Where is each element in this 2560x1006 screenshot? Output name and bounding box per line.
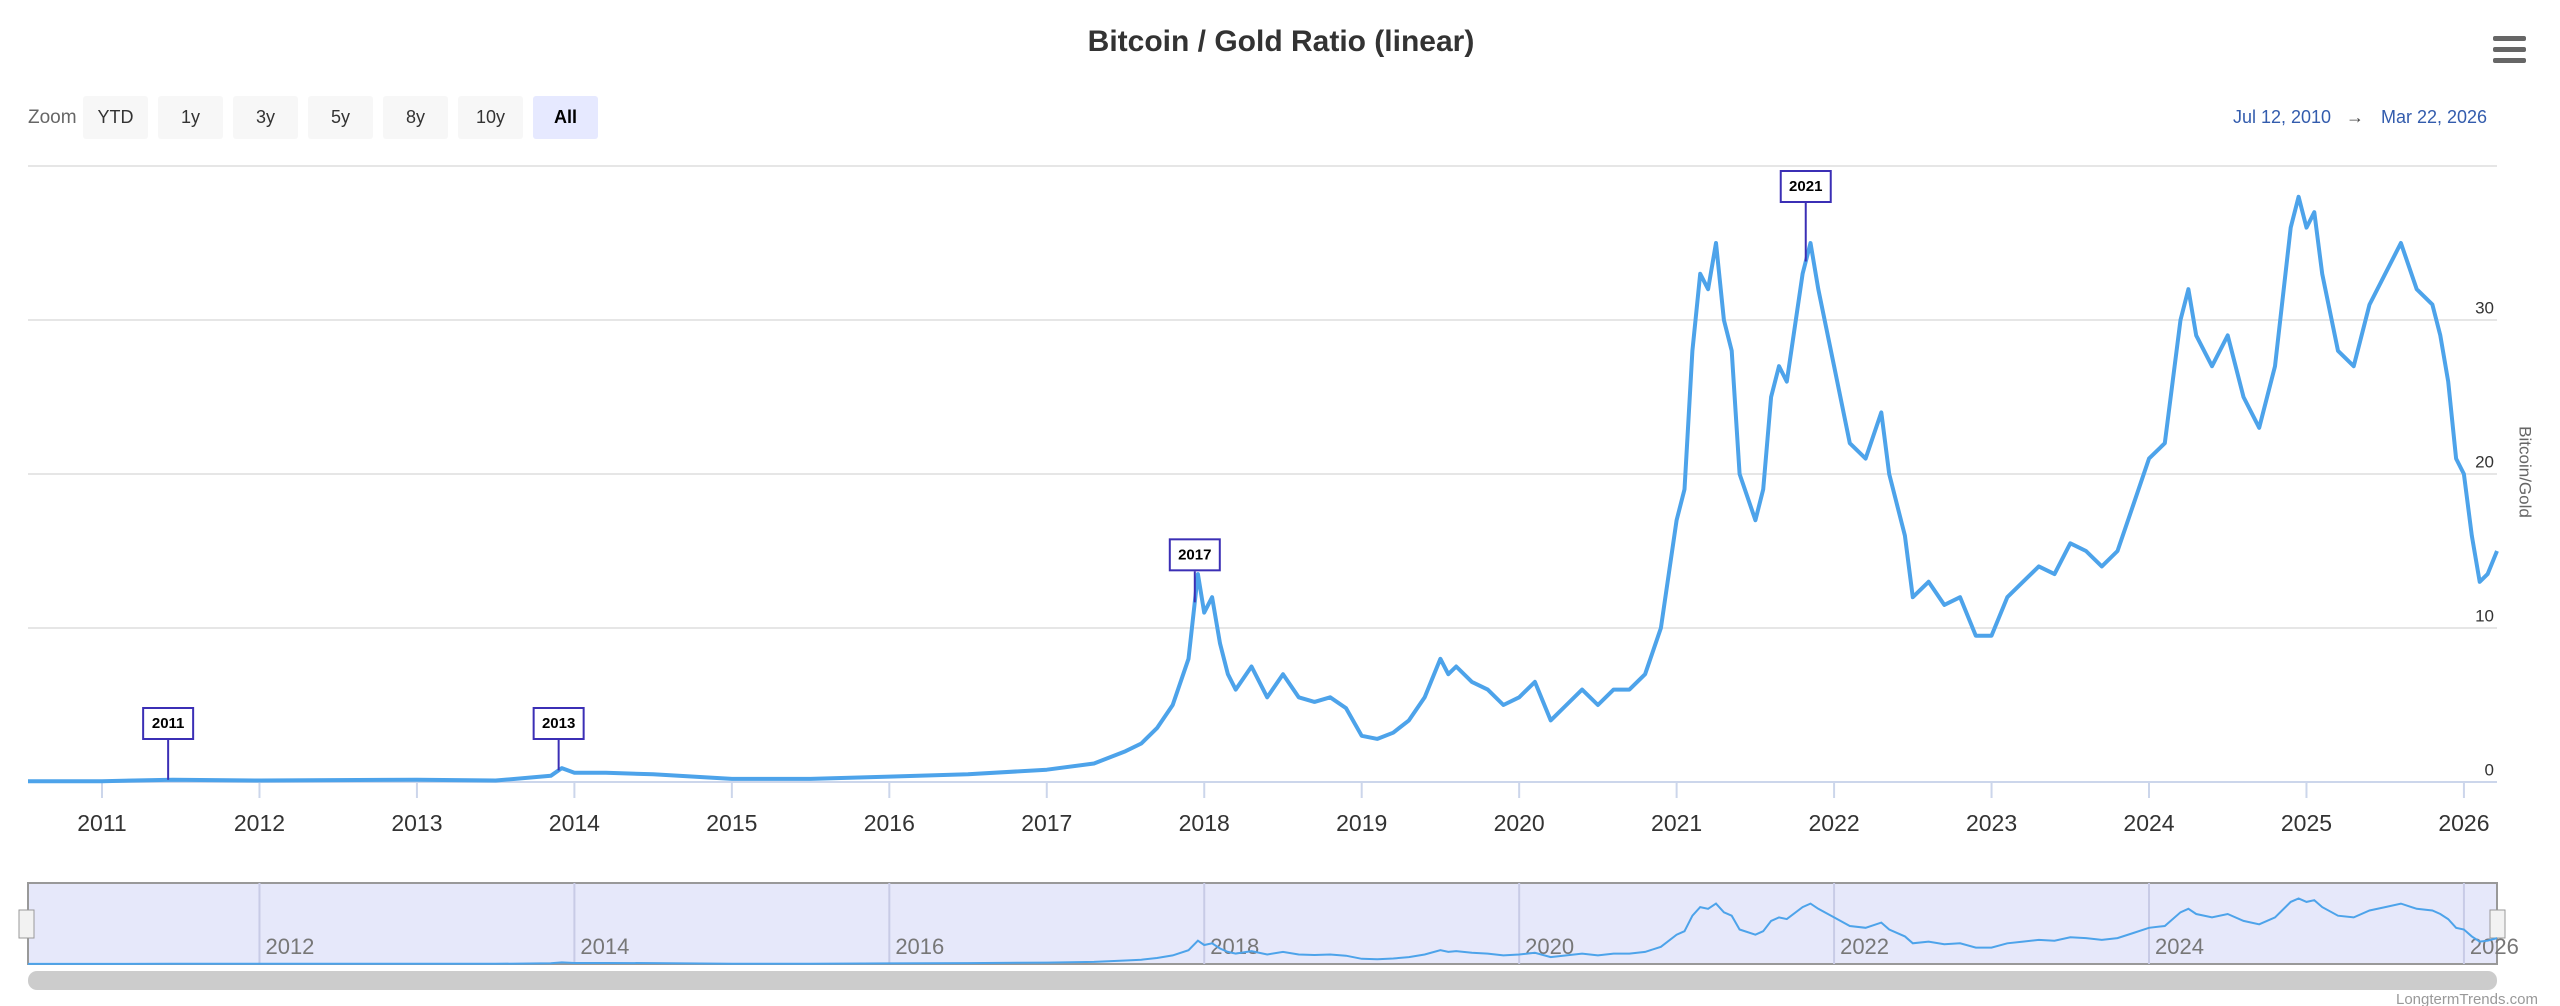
flag-box[interactable]	[1168, 538, 1221, 572]
y-tick-label: 10	[2475, 606, 2494, 625]
zoom-button[interactable]	[383, 96, 448, 139]
chart-title: Bitcoin / Gold Ratio (linear)	[1088, 25, 1475, 58]
range-from[interactable]: Jul 12, 2010	[2233, 107, 2331, 127]
range-to[interactable]: Mar 22, 2026	[2381, 107, 2487, 127]
x-tick-label: 2011	[77, 810, 126, 836]
x-tick-label: 2018	[1179, 810, 1230, 836]
flag-box[interactable]	[532, 707, 585, 740]
navigator-handle[interactable]	[18, 909, 35, 939]
flag-label[interactable]: 2011	[152, 715, 185, 732]
navigator-handle[interactable]	[2489, 909, 2506, 939]
x-tick-label: 2021	[1651, 810, 1702, 836]
y-tick-label: 20	[2475, 452, 2494, 471]
x-tick-label: 2022	[1809, 810, 1860, 836]
navigator-tick-label: 2022	[1840, 934, 1889, 959]
navigator-tick-label: 2016	[895, 934, 944, 959]
flag-box[interactable]	[1779, 170, 1832, 203]
zoom-button-label[interactable]: 3y	[256, 107, 275, 127]
zoom-button[interactable]	[233, 96, 298, 139]
flag-label[interactable]: 2017	[1178, 546, 1211, 563]
y-tick-label: 30	[2475, 298, 2494, 317]
x-tick-label: 2020	[1494, 810, 1545, 836]
flag-label[interactable]: 2013	[542, 715, 575, 732]
x-tick-label: 2023	[1966, 810, 2017, 836]
x-tick-label: 2013	[391, 810, 442, 836]
zoom-button[interactable]	[158, 96, 223, 139]
x-tick-label: 2019	[1336, 810, 1387, 836]
x-tick-label: 2012	[234, 810, 285, 836]
menu-bar	[2493, 47, 2526, 52]
x-tick-label: 2014	[549, 810, 600, 836]
zoom-button-label[interactable]: 5y	[331, 107, 350, 127]
x-tick-label: 2015	[706, 810, 757, 836]
flag-box[interactable]	[142, 707, 195, 740]
navigator-tick-label: 2012	[265, 934, 314, 959]
zoom-button[interactable]	[533, 96, 598, 139]
navigator[interactable]	[27, 882, 2498, 965]
navigator-line	[28, 897, 2498, 965]
zoom-button[interactable]	[83, 96, 148, 139]
credits[interactable]: LongtermTrends.com	[2396, 991, 2538, 1006]
zoom-button-label[interactable]: 1y	[181, 107, 200, 127]
x-tick-label: 2016	[864, 810, 915, 836]
navigator-tick-label: 2026	[2470, 934, 2519, 959]
flag-label[interactable]: 2021	[1789, 178, 1822, 195]
zoom-button-label[interactable]: 10y	[476, 107, 505, 127]
zoom-button-label[interactable]: All	[554, 107, 577, 127]
zoom-button-label[interactable]: 8y	[406, 107, 425, 127]
x-tick-label: 2017	[1021, 810, 1072, 836]
scrollbar[interactable]	[28, 971, 2497, 990]
x-tick-label: 2026	[2438, 810, 2489, 836]
menu-bar	[2493, 36, 2526, 41]
series-line	[28, 194, 2499, 784]
navigator-tick-label: 2014	[580, 934, 629, 959]
zoom-button[interactable]	[458, 96, 523, 139]
x-tick-label: 2025	[2281, 810, 2332, 836]
x-tick-label: 2024	[2123, 810, 2174, 836]
y-axis-title: Bitcoin/Gold	[2516, 426, 2535, 518]
zoom-label: Zoom	[28, 107, 77, 128]
range-arrow: →	[2346, 107, 2364, 127]
menu-icon[interactable]	[2493, 36, 2526, 63]
menu-bar	[2493, 58, 2526, 63]
zoom-button[interactable]	[308, 96, 373, 139]
zoom-button-label[interactable]: YTD	[98, 107, 134, 127]
navigator-tick-label: 2024	[2155, 934, 2204, 959]
y-tick-label: 0	[2485, 760, 2494, 779]
